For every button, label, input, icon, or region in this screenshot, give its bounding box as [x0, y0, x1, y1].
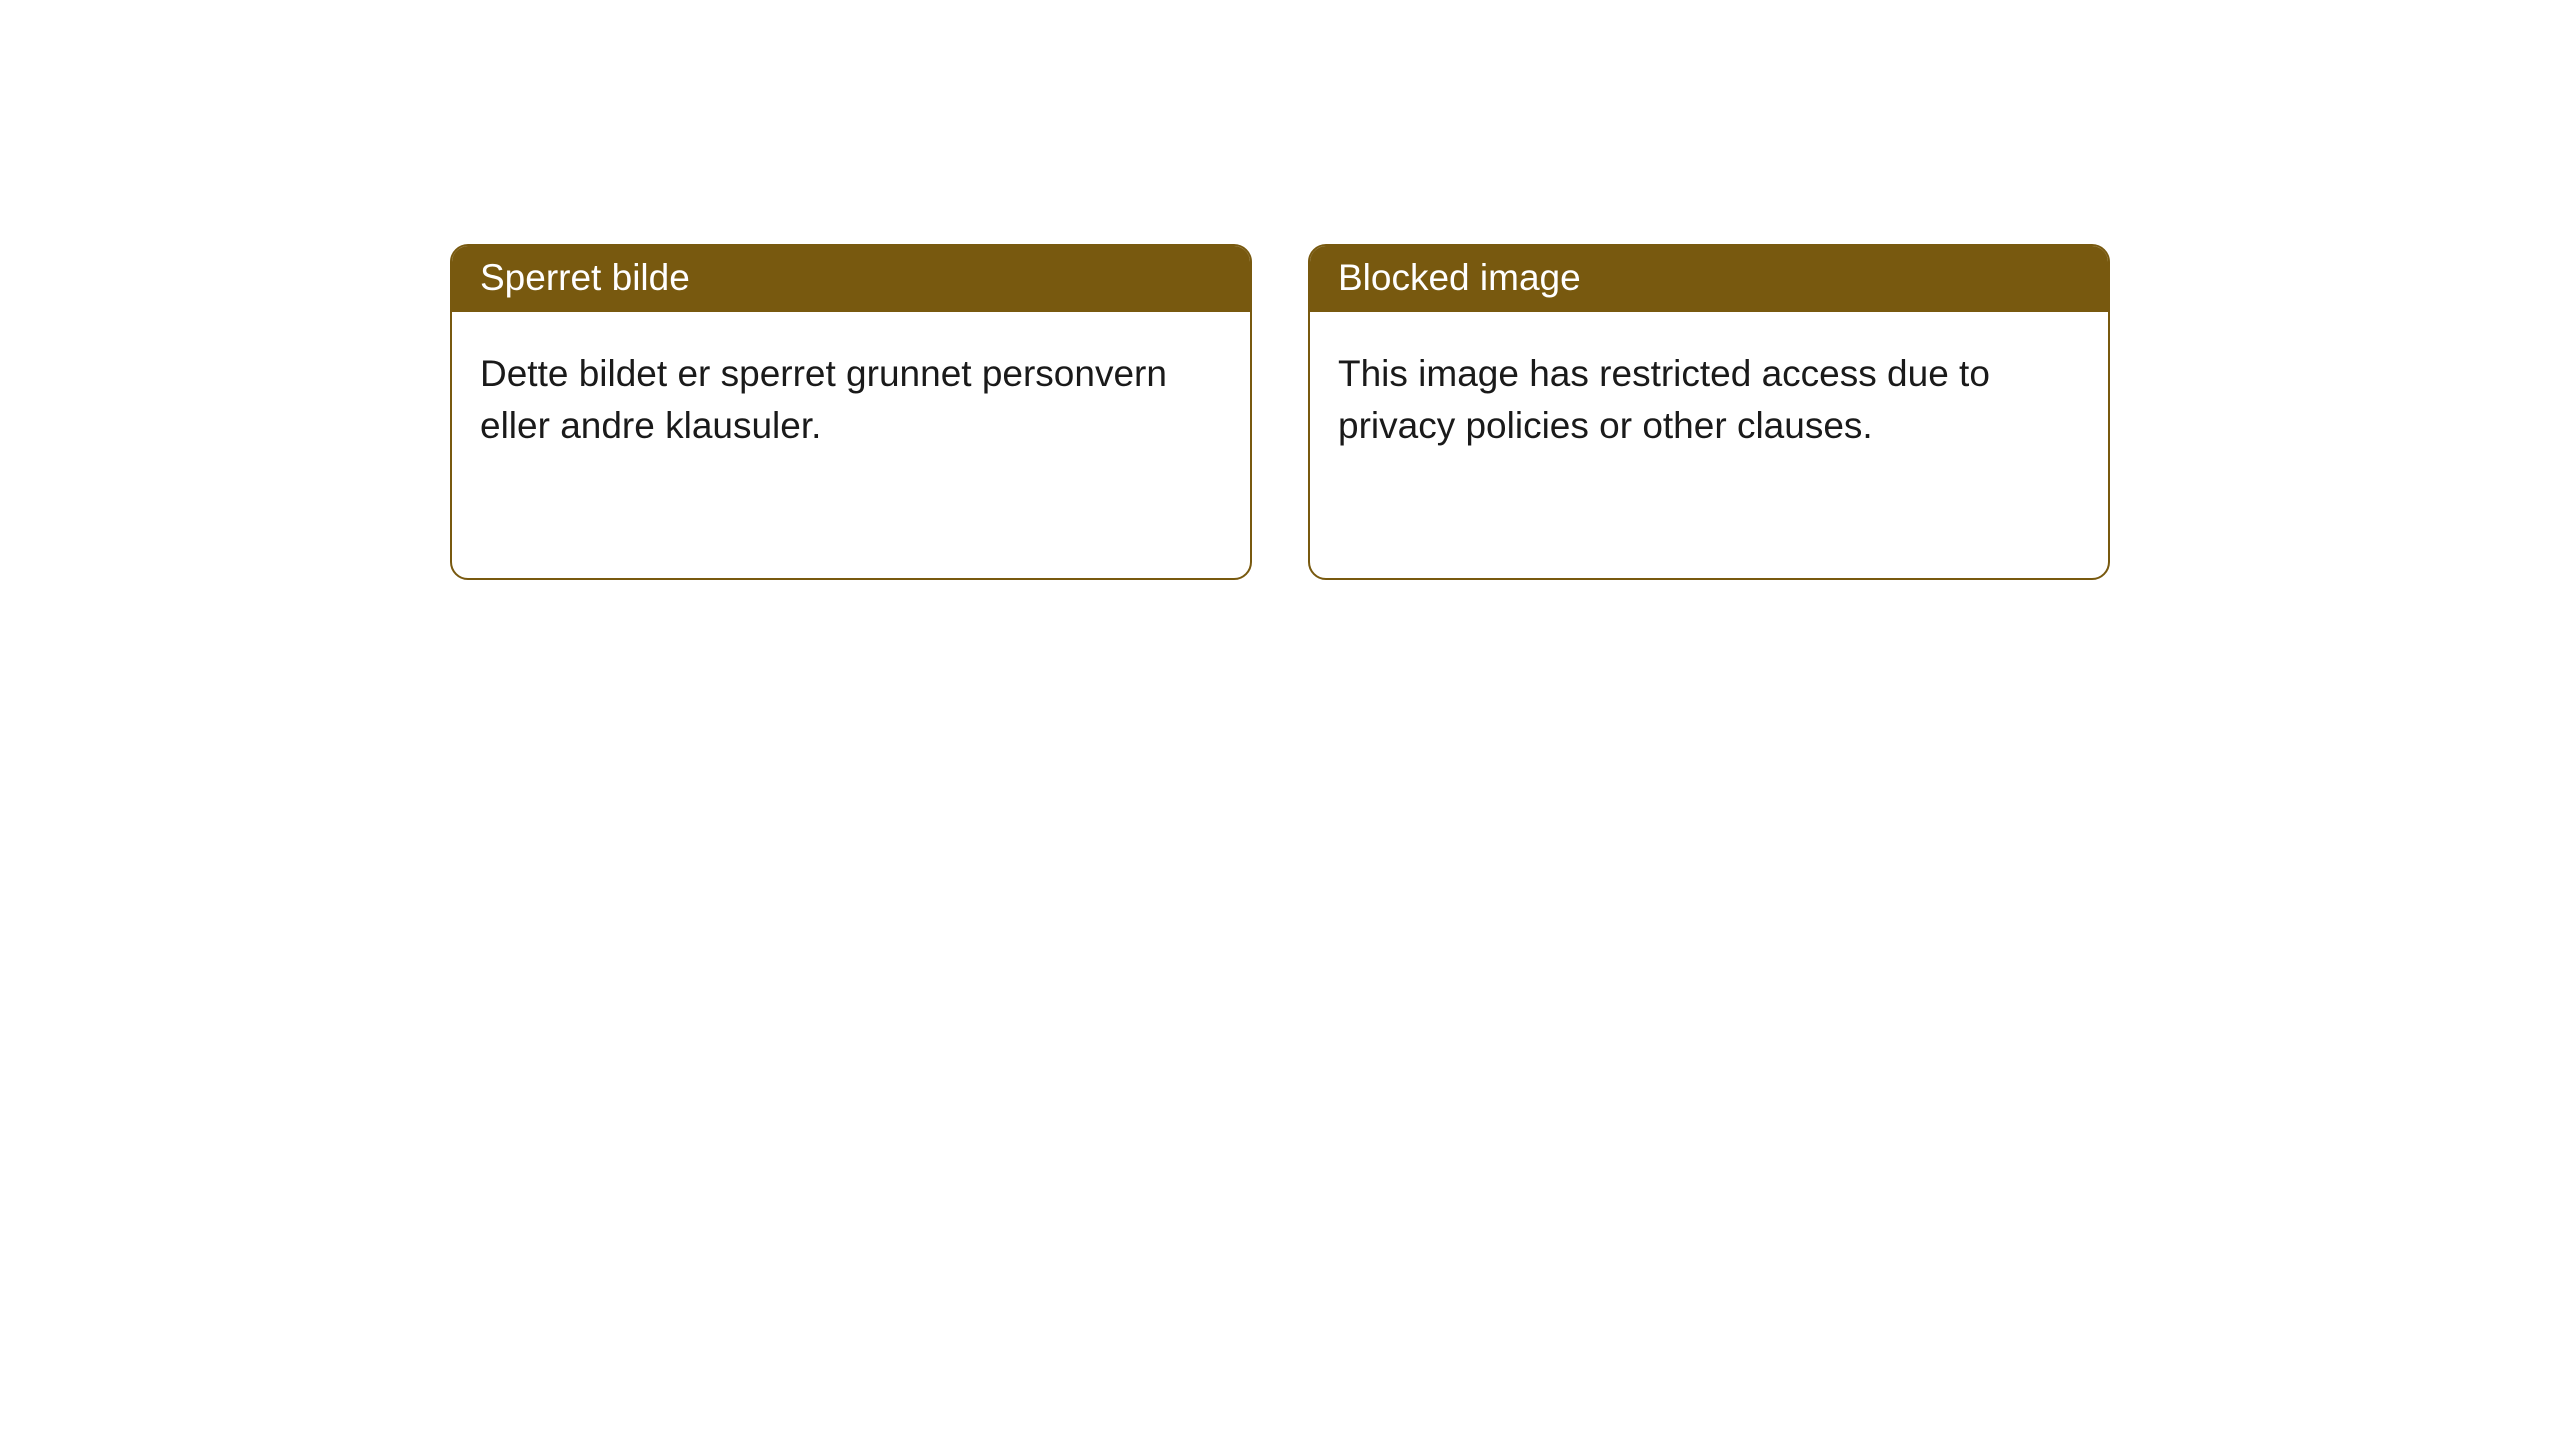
notice-card-title: Sperret bilde	[452, 246, 1250, 312]
notice-card-body: This image has restricted access due to …	[1310, 312, 2108, 472]
notice-container: Sperret bilde Dette bildet er sperret gr…	[0, 0, 2560, 580]
notice-card-norwegian: Sperret bilde Dette bildet er sperret gr…	[450, 244, 1252, 580]
notice-card-english: Blocked image This image has restricted …	[1308, 244, 2110, 580]
notice-card-title: Blocked image	[1310, 246, 2108, 312]
notice-card-body: Dette bildet er sperret grunnet personve…	[452, 312, 1250, 472]
